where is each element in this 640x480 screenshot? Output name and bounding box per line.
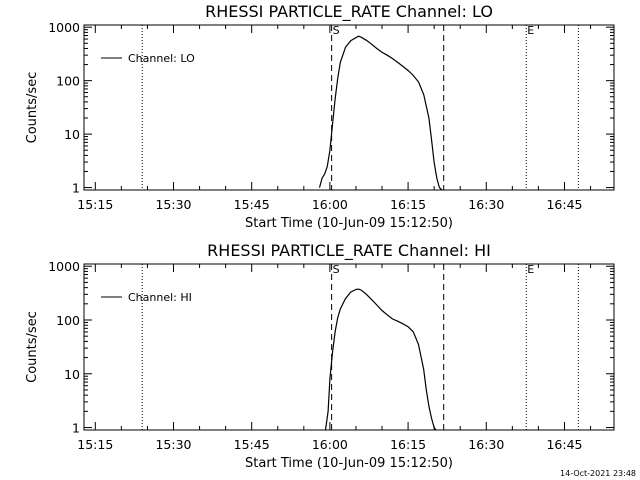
x-tick-label: 15:30 [155,197,191,212]
x-tick-label: 16:30 [468,437,504,452]
legend-entry: Channel: LO [128,52,195,65]
timestamp-footer: 14-Oct-2021 23:48 [560,469,636,478]
plot-frame [83,263,615,431]
x-tick-label: 16:45 [546,437,582,452]
series-line-channel-hi [324,288,437,431]
event-marker-label: E [527,24,534,37]
x-axis-label: Start Time (10-Jun-09 15:12:50) [245,456,453,471]
x-tick-label: 16:45 [546,197,582,212]
x-tick-label: 15:15 [77,197,113,212]
chart-title: RHESSI PARTICLE_RATE Channel: HI [207,241,491,261]
y-tick-label: 1 [72,181,80,196]
y-axis-label: Counts/sec [25,72,40,144]
y-axis-label: Counts/sec [25,311,40,383]
event-marker-label: E [527,263,534,276]
x-tick-label: 16:00 [312,437,348,452]
x-tick-label: 16:15 [390,437,426,452]
y-tick-label: 1000 [48,20,80,35]
legend-entry: Channel: HI [128,291,192,304]
chart-panel-1: RHESSI PARTICLE_RATE Channel: LO Counts/s… [25,2,615,231]
y-tick-label: 1 [72,421,80,436]
series-line-channel-lo [318,35,443,191]
y-tick-label: 1000 [48,259,80,274]
y-tick-label: 10 [64,127,80,142]
x-tick-label: 16:30 [468,197,504,212]
x-tick-label: 15:45 [234,197,270,212]
x-tick-label: 15:45 [234,437,270,452]
x-tick-label: 16:15 [390,197,426,212]
y-tick-label: 100 [56,313,80,328]
x-tick-label: 15:15 [77,437,113,452]
x-axis-label: Start Time (10-Jun-09 15:12:50) [245,216,453,231]
event-marker-label: S [333,24,340,37]
x-tick-label: 16:00 [312,197,348,212]
y-tick-label: 100 [56,74,80,89]
x-tick-label: 15:30 [155,437,191,452]
chart-panel-2: RHESSI PARTICLE_RATE Channel: HI Counts/s… [25,241,615,471]
event-marker-label: S [333,263,340,276]
plot-frame [83,24,615,191]
chart-title: RHESSI PARTICLE_RATE Channel: LO [205,2,493,22]
y-tick-label: 10 [64,367,80,382]
